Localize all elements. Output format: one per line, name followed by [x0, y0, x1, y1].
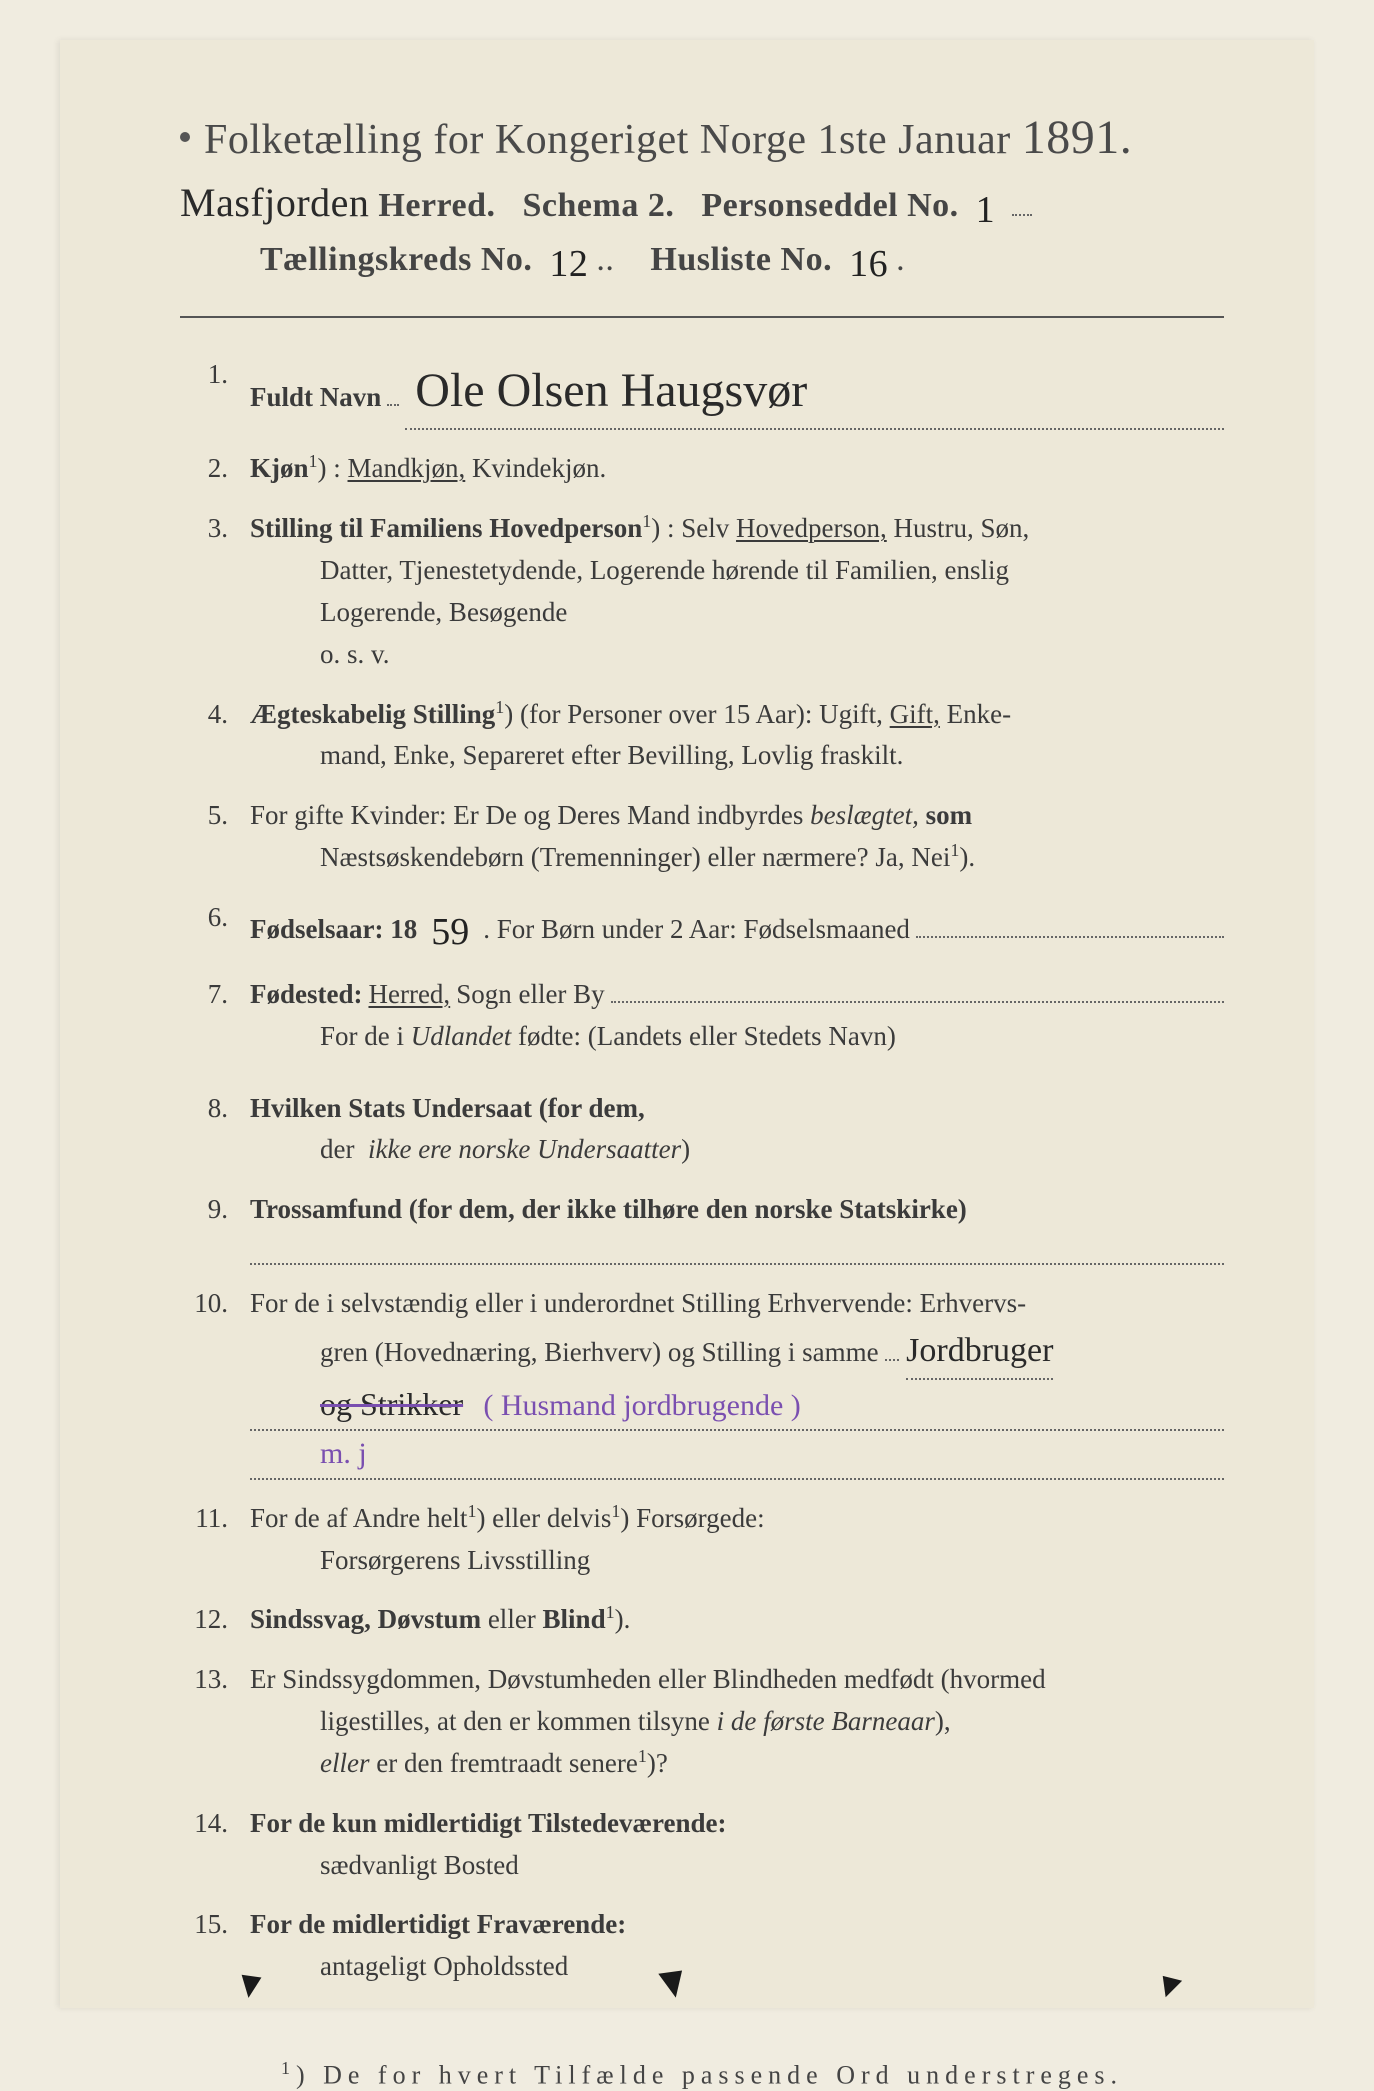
tear-mark-icon: [1158, 1976, 1182, 2000]
kreds-no: 12: [549, 242, 588, 286]
husliste-label: Husliste No.: [650, 241, 832, 278]
row-num: 13.: [180, 1659, 250, 1701]
title-text: Folketælling for Kongeriget Norge 1ste J…: [204, 117, 1011, 163]
lead: Ægteskabelig Stilling: [250, 699, 495, 729]
row-body: For de af Andre helt1) eller delvis1) Fo…: [250, 1498, 1224, 1582]
row-body: Ægteskabelig Stilling1) (for Personer ov…: [250, 694, 1224, 778]
row-num: 15.: [180, 1904, 250, 1946]
row-body: Er Sindssygdommen, Døvstumheden eller Bl…: [250, 1659, 1224, 1785]
opt-male: Mandkjøn,: [348, 453, 466, 483]
opt-hovedperson: Hovedperson,: [736, 513, 887, 543]
row-5-related: 5. For gifte Kvinder: Er De og Deres Man…: [180, 795, 1224, 879]
row-num: 14.: [180, 1803, 250, 1845]
row-10-occupation: 10. For de i selvstændig eller i underor…: [180, 1283, 1224, 1480]
personseddel-label: Personseddel No.: [701, 187, 958, 224]
row-num: 8.: [180, 1088, 250, 1130]
line2: For de i Udlandet fødte: (Landets eller …: [250, 1016, 1224, 1058]
row-13-congenital: 13. Er Sindssygdommen, Døvstumheden elle…: [180, 1659, 1224, 1785]
main-title: Folketælling for Kongeriget Norge 1ste J…: [180, 110, 1224, 165]
row-12-disability: 12. Sindssvag, Døvstum eller Blind1).: [180, 1599, 1224, 1641]
row-15-absent: 15. For de midlertidigt Fraværende: anta…: [180, 1904, 1224, 1988]
row-num: 9.: [180, 1189, 250, 1231]
row-num: 11.: [180, 1498, 250, 1540]
schema-label: Schema 2.: [523, 187, 675, 224]
line2: Datter, Tjenestetydende, Logerende høren…: [250, 550, 1224, 592]
row-2-sex: 2. Kjøn1) : Mandkjøn, Kvindekjøn.: [180, 448, 1224, 490]
occupation-hw: Jordbruger: [906, 1325, 1053, 1380]
occupation-purple-2: m. j: [320, 1437, 367, 1470]
kreds-label: Tællingskreds No.: [260, 241, 532, 278]
row-num: 10.: [180, 1283, 250, 1325]
dotted-fill: [916, 914, 1224, 938]
subhead-line-1: Masfjorden Herred. Schema 2. Personsedde…: [180, 179, 1224, 226]
form-list: 1. Fuldt Navn Ole Olsen Haugsvør 2. Kjøn…: [180, 354, 1224, 1988]
row-num: 1.: [180, 354, 250, 396]
row-body: For de i selvstændig eller i underordnet…: [250, 1283, 1224, 1480]
row-body: Trossamfund (for dem, der ikke tilhøre d…: [250, 1189, 1224, 1265]
row-body: For gifte Kvinder: Er De og Deres Mand i…: [250, 795, 1224, 879]
row-num: 2.: [180, 448, 250, 490]
row-6-birthyear: 6. Fødselsaar: 18 59 . For Børn under 2 …: [180, 897, 1224, 956]
row-body: Stilling til Familiens Hovedperson1) : S…: [250, 508, 1224, 675]
row-8-citizenship: 8. Hvilken Stats Undersaat (for dem, der…: [180, 1088, 1224, 1172]
birth-year-hw: 59: [431, 903, 469, 962]
occupation-purple: ( Husmand jordbrugende ): [483, 1389, 800, 1422]
lead: Fødested:: [250, 974, 362, 1016]
row-body: Fødselsaar: 18 59 . For Børn under 2 Aar…: [250, 897, 1224, 956]
dotted-fill: [611, 979, 1224, 1003]
row-body: Kjøn1) : Mandkjøn, Kvindekjøn.: [250, 448, 1224, 490]
row-body: Fuldt Navn Ole Olsen Haugsvør: [250, 354, 1224, 430]
row-body: For de kun midlertidigt Tilstedeværende:…: [250, 1803, 1224, 1887]
line3: Logerende, Besøgende: [250, 592, 1224, 634]
line2: Næstsøskendebørn (Tremenninger) eller næ…: [250, 837, 1224, 879]
row-1-name: 1. Fuldt Navn Ole Olsen Haugsvør: [180, 354, 1224, 430]
row-14-present: 14. For de kun midlertidigt Tilstedevære…: [180, 1803, 1224, 1887]
row-body: Fødested: Herred, Sogn eller By For de i…: [250, 974, 1224, 1058]
title-year: 1891.: [1022, 111, 1133, 164]
row-7-birthplace: 7. Fødested: Herred, Sogn eller By For d…: [180, 974, 1224, 1058]
row-body: Sindssvag, Døvstum eller Blind1).: [250, 1599, 1224, 1641]
row-num: 12.: [180, 1599, 250, 1641]
row-num: 5.: [180, 795, 250, 837]
line2: mand, Enke, Separeret efter Bevilling, L…: [250, 735, 1224, 777]
tear-mark-icon: [239, 1975, 262, 2000]
row-4-marital: 4. Ægteskabelig Stilling1) (for Personer…: [180, 694, 1224, 778]
opt-herred: Herred,: [368, 974, 450, 1016]
occupation-hw-struck: og Strikker: [320, 1380, 463, 1430]
dotted-fill: [250, 1237, 1224, 1265]
row-3-relation: 3. Stilling til Familiens Hovedperson1) …: [180, 508, 1224, 675]
row-body: For de midlertidigt Fraværende: antageli…: [250, 1904, 1224, 1988]
label: Fuldt Navn: [250, 377, 381, 419]
row-num: 7.: [180, 974, 250, 1016]
herred-label: Herred.: [378, 187, 495, 224]
row-11-supported: 11. For de af Andre helt1) eller delvis1…: [180, 1498, 1224, 1582]
divider: [180, 316, 1224, 318]
herred-handwritten: Masfjorden: [180, 179, 369, 226]
row-num: 4.: [180, 694, 250, 736]
line4: o. s. v.: [250, 634, 1224, 676]
lead: Stilling til Familiens Hovedperson: [250, 513, 642, 543]
row-9-religion: 9. Trossamfund (for dem, der ikke tilhør…: [180, 1189, 1224, 1265]
opt-gift: Gift,: [890, 699, 940, 729]
row-body: Hvilken Stats Undersaat (for dem, der ik…: [250, 1088, 1224, 1172]
lead: Fødselsaar: 18: [250, 909, 417, 951]
opt-female: Kvindekjøn.: [472, 453, 606, 483]
dotted-fill: [1012, 188, 1032, 216]
tear-mark-icon: [658, 1970, 685, 1999]
full-name-value: Ole Olsen Haugsvør: [405, 354, 1224, 430]
subhead-line-2: Tællingskreds No. 12.. Husliste No. 16.: [180, 236, 1224, 280]
footnote-text: ) De for hvert Tilfælde passende Ord und…: [296, 2061, 1123, 2090]
census-form-page: Folketælling for Kongeriget Norge 1ste J…: [60, 40, 1314, 2008]
header-block: Folketælling for Kongeriget Norge 1ste J…: [180, 110, 1224, 280]
row-num: 6.: [180, 897, 250, 939]
footnote: 1) De for hvert Tilfælde passende Ord un…: [180, 2058, 1224, 2091]
bullet-icon: [180, 132, 190, 142]
personseddel-no: 1: [976, 188, 996, 232]
row-num: 3.: [180, 508, 250, 550]
label: Kjøn: [250, 453, 309, 483]
husliste-no: 16: [849, 242, 888, 286]
